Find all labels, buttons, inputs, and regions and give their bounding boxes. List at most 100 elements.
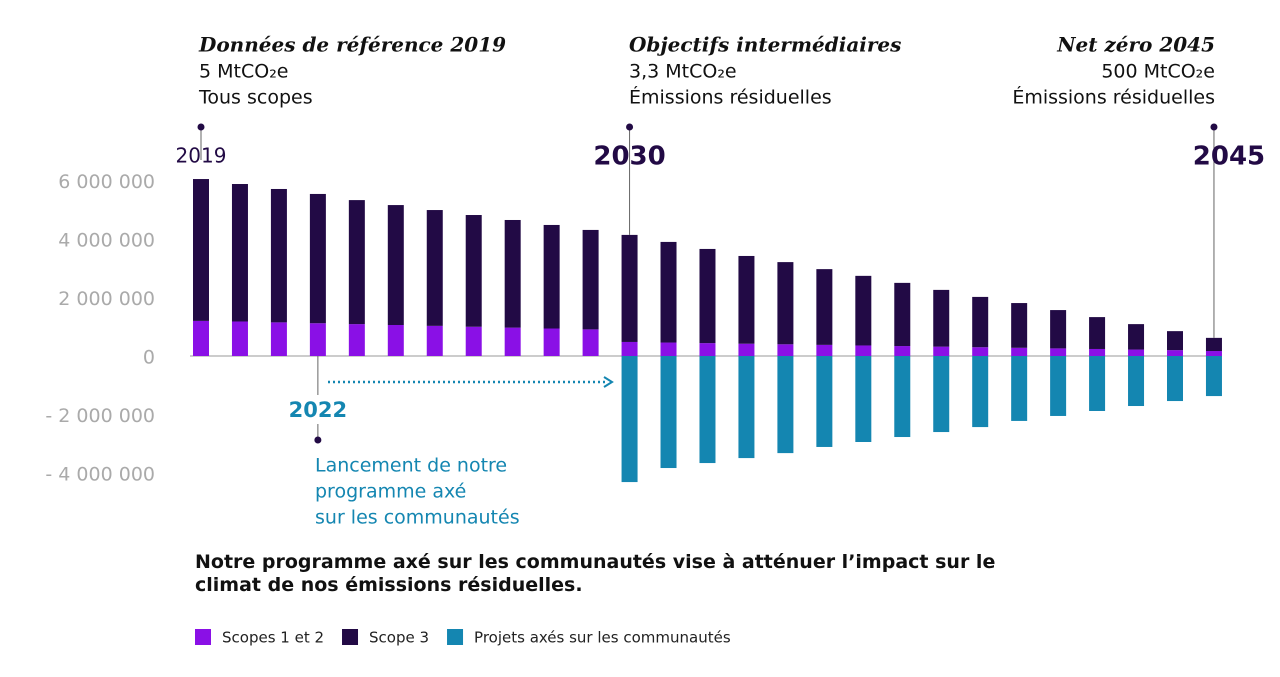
bar-segment	[738, 255, 755, 344]
bar-segment	[777, 356, 794, 454]
arrow-head	[603, 376, 614, 388]
bar-segment	[1050, 356, 1067, 416]
bar-segment	[1050, 348, 1067, 356]
bar-segment	[972, 356, 989, 428]
bar-segment	[309, 323, 326, 356]
bar-segment	[699, 248, 716, 344]
annotation-title: Objectifs intermédiaires	[629, 33, 901, 57]
legend-label: Scope 3	[369, 629, 429, 647]
bar-segment	[621, 356, 638, 483]
bar-segment	[504, 327, 521, 356]
bar-segment	[894, 356, 911, 438]
bar-segment	[1128, 356, 1145, 407]
bar-segment	[621, 341, 638, 356]
bar-segment	[1167, 350, 1183, 356]
bar-segment	[699, 343, 716, 356]
bar-segment	[660, 342, 677, 356]
annotation-line: sur les communautés	[315, 507, 520, 529]
bar-segment	[972, 296, 989, 348]
caption: Notre programme axé sur les communautés …	[195, 551, 996, 596]
annotation-line: 3,3 MtCO₂e	[629, 61, 737, 83]
annotation-line: Lancement de notre	[315, 455, 507, 477]
bar-segment	[738, 356, 755, 459]
bar-segment	[660, 356, 677, 469]
annotation-line: programme axé	[315, 481, 466, 503]
category-label: 2045	[1193, 142, 1265, 172]
bar-segment	[1205, 356, 1222, 397]
legend-swatch	[342, 629, 359, 645]
bar-segment	[193, 179, 209, 321]
bar-segment	[465, 215, 482, 327]
bar-segment	[816, 269, 833, 345]
bar-segment	[933, 356, 950, 433]
guide-dot	[314, 436, 322, 444]
bar-segment	[582, 329, 599, 356]
guide-dot	[626, 123, 634, 131]
category-label: 2022	[289, 398, 347, 422]
bar-segment	[1089, 317, 1106, 349]
bar-segment	[894, 282, 911, 347]
bar-segment	[231, 321, 248, 356]
bar-segment	[309, 193, 326, 324]
bar-segment	[1011, 347, 1028, 356]
bar-segment	[894, 346, 911, 356]
legend-label: Projets axés sur les communautés	[474, 629, 731, 647]
bar-segment	[504, 219, 521, 328]
bar-segment	[465, 326, 482, 356]
bar-segment	[193, 320, 209, 356]
bar-segment	[1089, 348, 1106, 356]
legend-swatch	[447, 629, 464, 645]
bar-segment	[777, 344, 794, 356]
bar-segment	[855, 356, 872, 442]
annotation-line: 5 MtCO₂e	[199, 61, 289, 83]
annotation-line: 500 MtCO₂e	[1101, 61, 1215, 83]
y-tick-label: - 4 000 000	[45, 464, 155, 486]
y-tick-label: 2 000 000	[58, 288, 155, 310]
bar-segment	[348, 200, 365, 325]
bar-segment	[855, 275, 872, 346]
bar-segment	[816, 344, 833, 356]
bar-segment	[231, 184, 248, 322]
bar-segment	[270, 188, 287, 323]
bar-segment	[933, 346, 950, 356]
bar-segment	[816, 356, 833, 447]
bar-segment	[270, 322, 287, 356]
bar-segment	[699, 356, 716, 464]
bar-segment	[1050, 310, 1067, 349]
annotation-title: Données de référence 2019	[198, 33, 506, 57]
annotation-line: Tous scopes	[198, 87, 313, 109]
bar-segment	[582, 229, 599, 330]
annotation-title: Net zéro 2045	[1056, 33, 1215, 57]
guide-dot	[197, 123, 205, 131]
guide-dot	[1210, 123, 1218, 131]
legend-label: Scopes 1 et 2	[222, 629, 324, 647]
y-tick-label: 0	[143, 347, 155, 369]
bar-segment	[348, 324, 365, 356]
annotation-line: Émissions résiduelles	[629, 86, 832, 109]
bar-segment	[1128, 324, 1145, 350]
bar-segment	[387, 324, 404, 356]
bar-segment	[387, 205, 404, 325]
legend-swatch	[195, 629, 211, 645]
category-label: 2030	[593, 142, 665, 172]
bar-segment	[1128, 349, 1145, 356]
bar-segment	[621, 234, 638, 342]
bar-segment	[738, 343, 755, 356]
bar-segment	[543, 224, 560, 329]
category-label: 2019	[176, 144, 227, 168]
bar-segment	[1167, 331, 1183, 351]
bar-segment	[972, 347, 989, 356]
bar-segment	[1205, 337, 1222, 352]
bar-segment	[855, 345, 872, 356]
bar-segment	[426, 325, 443, 356]
annotation-line: Émissions résiduelles	[1012, 86, 1215, 109]
y-tick-label: 6 000 000	[58, 171, 155, 193]
bar-segment	[933, 289, 950, 347]
bar-segment	[777, 262, 794, 345]
bar-segment	[1205, 351, 1222, 356]
bar-segment	[1167, 356, 1183, 402]
bar-segment	[1011, 303, 1028, 348]
y-tick-label: - 2 000 000	[45, 405, 155, 427]
